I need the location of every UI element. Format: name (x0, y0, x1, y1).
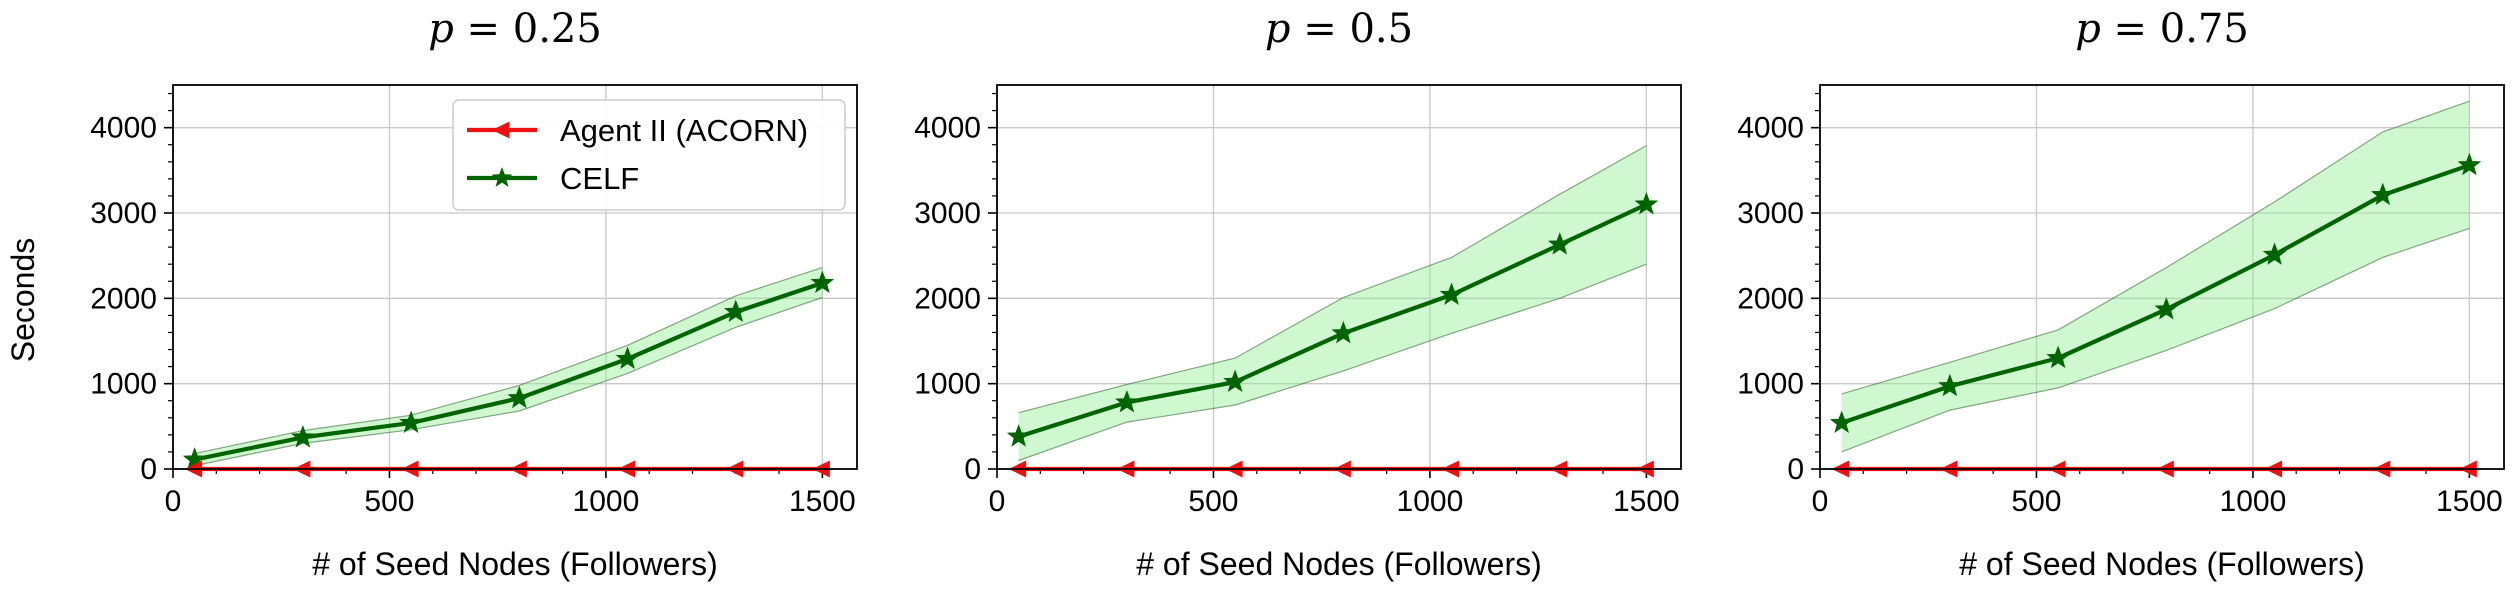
celf-point (2046, 345, 2070, 369)
chart-title-variable: p (1265, 6, 1291, 52)
celf-band-upper-edge (194, 267, 823, 455)
celf-point (723, 299, 748, 323)
legend-box (452, 99, 846, 211)
x-tick-label: 1500 (2436, 485, 2503, 518)
x-tick-label: 0 (1812, 485, 1829, 518)
x-tick-label: 500 (1188, 485, 1238, 518)
celf-point (1439, 282, 1464, 305)
y-tick-label: 3000 (90, 197, 157, 230)
x-tick-label: 1000 (1397, 485, 1464, 518)
celf-point (1829, 410, 1854, 433)
chart-title: p = 0.5 (1265, 6, 1413, 52)
x-tick-label: 500 (2011, 485, 2061, 518)
celf-point (2457, 152, 2482, 176)
y-tick-label: 1000 (1737, 368, 1804, 401)
y-tick-label: 3000 (1737, 197, 1804, 230)
chart-title-value: = 0.75 (2101, 6, 2249, 52)
y-tick-label: 2000 (1737, 282, 1804, 315)
celf-band-upper-edge (1841, 100, 2470, 395)
x-tick-label: 1500 (789, 485, 856, 518)
chart-panel: p = 0.25 0 500 1000 1500 0 1000 2000 3000 4000 # o… (90, 6, 858, 582)
y-tick-label: 0 (1787, 453, 1804, 486)
x-tick-label: 1500 (1613, 485, 1680, 518)
celf-point (399, 410, 423, 433)
y-tick-label: 4000 (914, 112, 981, 145)
chart-title: p = 0.25 (428, 6, 602, 52)
celf-band-lower-edge (1018, 263, 1647, 462)
celf-confidence-band (1841, 101, 2470, 452)
celf-point (2370, 182, 2395, 206)
y-axis-label: Seconds (5, 238, 41, 363)
plot-frame (1819, 84, 2505, 470)
y-tick-label: 4000 (1737, 112, 1804, 145)
x-tick-label: 500 (364, 485, 414, 518)
x-tick-label: 1000 (2220, 485, 2287, 518)
y-tick-label: 1000 (914, 368, 981, 401)
celf-point (810, 270, 835, 294)
celf-point (291, 424, 315, 448)
celf-confidence-band (194, 267, 823, 466)
plot-frame (172, 84, 858, 470)
chart-panel: p = 0.75 0 500 1000 1500 0 1000 2000 3000 4000 # o… (1737, 6, 2505, 582)
x-tick-label: 1000 (573, 485, 640, 518)
x-tick-label: 0 (989, 485, 1006, 518)
y-tick-label: 0 (140, 453, 157, 486)
x-axis-label: # of Seed Nodes (Followers) (1959, 546, 2365, 582)
legend-celf-marker (491, 167, 513, 187)
chart-title-variable: p (2075, 6, 2101, 52)
x-axis-label: # of Seed Nodes (Followers) (1136, 546, 1542, 582)
chart-title-variable: p (428, 6, 454, 52)
y-tick-label: 1000 (90, 368, 157, 401)
celf-point (1006, 424, 1031, 447)
celf-point (615, 346, 640, 369)
celf-point (1331, 320, 1356, 344)
celf-confidence-band (1018, 145, 1647, 461)
plot-frame (996, 84, 1682, 470)
chart-title: p = 0.75 (2075, 6, 2249, 52)
legend-agent-label: Agent II (ACORN) (560, 113, 808, 148)
legend-agent-marker (492, 121, 510, 139)
y-tick-label: 4000 (90, 112, 157, 145)
celf-point (1634, 192, 1659, 215)
y-tick-label: 2000 (914, 282, 981, 315)
y-tick-label: 0 (964, 453, 981, 486)
x-axis-label: # of Seed Nodes (Followers) (312, 546, 718, 582)
chart-panel: p = 0.5 0 500 1000 1500 0 1000 2000 3000 4000 # of… (914, 6, 1682, 582)
chart-title-value: = 0.25 (454, 6, 602, 52)
chart-title-value: = 0.5 (1291, 6, 1414, 52)
celf-point (2262, 242, 2287, 265)
y-tick-label: 3000 (914, 197, 981, 230)
legend-celf-label: CELF (560, 161, 639, 196)
celf-point (1547, 232, 1572, 255)
celf-point (1223, 369, 1247, 393)
celf-band-lower-edge (194, 296, 823, 467)
celf-band-lower-edge (1841, 227, 2470, 453)
celf-band-upper-edge (1018, 145, 1647, 414)
celf-point (1938, 373, 1962, 397)
celf-point (507, 385, 532, 409)
celf-point (1115, 390, 1139, 413)
y-tick-label: 2000 (90, 282, 157, 315)
x-tick-label: 0 (165, 485, 182, 518)
celf-point (2154, 296, 2179, 320)
